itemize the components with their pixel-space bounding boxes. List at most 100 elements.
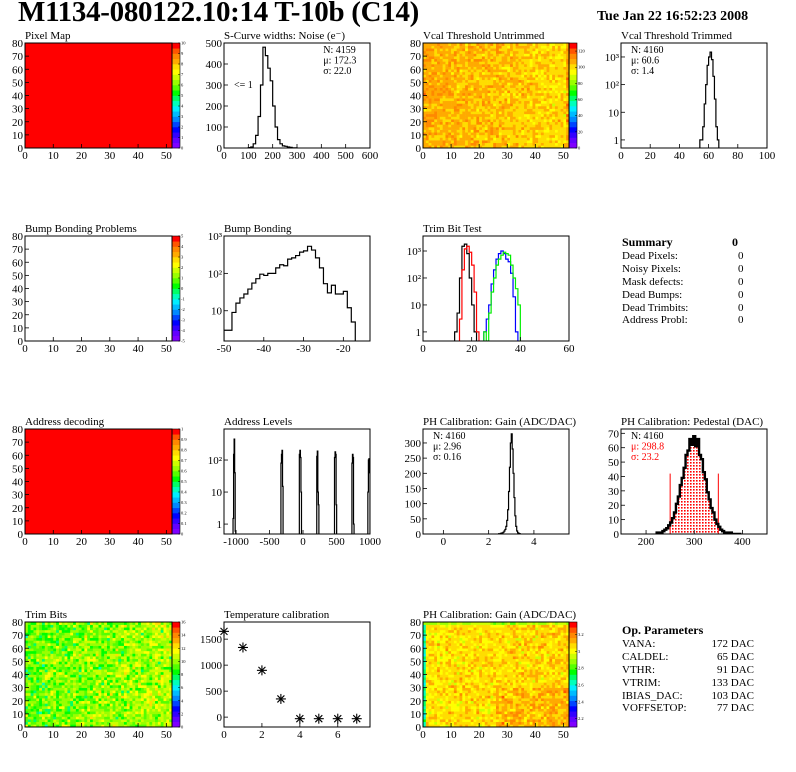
heatmap-cell [560,79,564,83]
heatmap-cell [423,708,427,712]
heatmap-cell [44,721,48,725]
heatmap-cell [27,653,31,657]
heatmap-cell [115,632,119,636]
heatmap-cell [101,658,105,662]
heatmap-cell [423,629,427,633]
heatmap-cell [98,708,102,712]
heatmap-cell [434,85,438,88]
heatmap-cell [552,82,556,86]
heatmap-cell [496,43,500,46]
heatmap-cell [462,71,466,75]
heatmap-cell [104,721,108,725]
x-tick-label: -20 [336,343,351,355]
heatmap-cell [33,700,37,704]
heatmap-cell [439,106,443,109]
heatmap-cell [115,698,119,702]
heatmap-cell [67,658,71,662]
heatmap-cell [428,61,432,65]
heatmap-cell [123,629,128,633]
heatmap-cell [112,698,116,702]
heatmap-cell [557,129,561,133]
data-point [294,713,305,724]
heatmap-cell [104,629,108,633]
heatmap-cell [456,140,460,144]
heatmap-cell [163,637,167,641]
y-tick-label: 0 [217,712,223,724]
heatmap-cell [552,79,556,83]
heatmap-cell [132,653,136,657]
heatmap-cell [112,643,116,646]
heatmap-cell [543,48,547,52]
heatmap-cell [92,698,96,702]
heatmap-cell [112,713,116,717]
heatmap-cell [90,653,94,657]
heatmap-cell [115,661,119,665]
heatmap-cell [487,127,491,130]
heatmap-cell [87,679,91,683]
heatmap-cell [149,687,153,691]
heatmap-cell [423,632,427,636]
heatmap-cell [87,716,91,720]
heatmap-cell [138,653,142,657]
heatmap-cell [149,711,153,715]
heatmap-cell [160,674,164,678]
heatmap-cell [507,82,511,86]
heatmap-cell [41,664,46,667]
heatmap-cell [126,690,130,694]
heatmap-cell [112,669,116,673]
heatmap-cell [507,95,511,99]
heatmap-cell [546,66,550,70]
heatmap-cell [132,690,136,694]
heatmap-cell [512,132,516,136]
heatmap-cell [146,671,150,675]
heatmap-cell [560,45,564,49]
heatmap-cell [58,698,63,702]
heatmap-cell [473,129,477,133]
heatmap-cell [41,706,46,709]
heatmap-cell [152,666,156,670]
heatmap-cell [425,713,429,717]
heatmap-cell [453,61,457,65]
y-tick-label: 300 [405,438,422,450]
x-tick-label: 50 [161,343,173,355]
heatmap-cell [41,716,46,720]
heatmap-cell [439,71,443,75]
heatmap-cell [510,66,514,70]
heatmap-cell [425,700,429,704]
heatmap-cell [535,69,539,73]
heatmap-cell [459,56,463,60]
heatmap-cell [481,116,486,120]
heatmap-cell [30,637,34,641]
heatmap-cell [481,145,486,148]
heatmap-cell [563,100,567,104]
heatmap-cell [428,721,432,725]
heatmap-cell [538,106,542,109]
heatmap-cell [496,66,500,70]
heatmap-cell [78,669,82,673]
x-tick-label: 20 [76,536,88,548]
heatmap-cell [563,71,567,75]
plot-body [247,46,298,148]
heatmap-cell [507,87,511,91]
heatmap-cell [526,121,530,125]
heatmap-cell [490,106,494,109]
heatmap-cell [163,679,167,683]
heatmap-cell [30,700,34,704]
heatmap-cell [67,711,71,715]
heatmap-cell [434,698,438,702]
heatmap-cell [73,692,77,696]
heatmap-cell [118,650,122,654]
heatmap-cell [501,113,505,117]
heatmap-cell [425,671,429,675]
heatmap-cell [507,145,511,148]
heatmap-cell [98,690,102,694]
heatmap-cell [163,700,167,704]
x-tick-label: 0 [22,150,28,162]
heatmap-cell [532,87,536,91]
heatmap-cell [152,695,156,699]
heatmap-cell [140,703,145,707]
heatmap-cell [157,724,161,727]
plot-title: S-Curve widths: Noise (e⁻) [224,30,345,42]
histogram-series [232,438,237,534]
heatmap-cell [431,629,435,633]
